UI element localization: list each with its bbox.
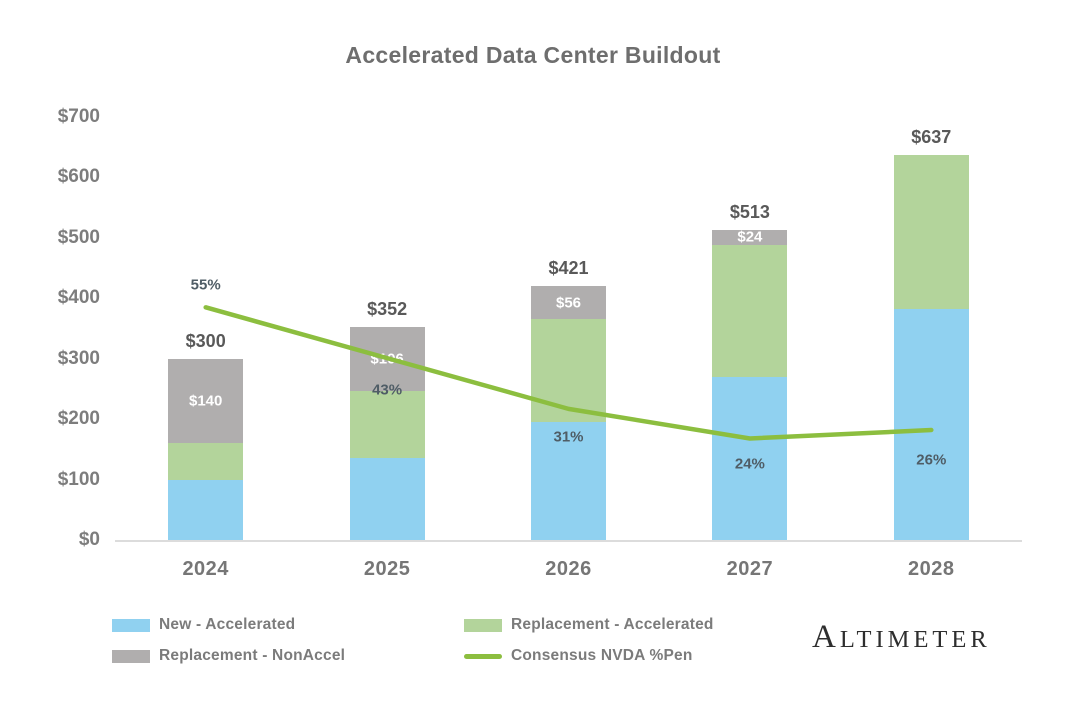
y-tick-label: $600 xyxy=(57,166,100,188)
bar-segment xyxy=(893,308,969,540)
x-axis-label: 2026 xyxy=(545,558,592,580)
legend-item-new-accelerated: New - Accelerated xyxy=(112,616,464,634)
bar-segment xyxy=(531,319,606,423)
bar-segment xyxy=(168,479,244,540)
x-axis-label: 2028 xyxy=(908,558,955,580)
y-tick-label: $100 xyxy=(57,468,100,490)
legend-item-replacement-nonaccel: Replacement - NonAccel xyxy=(112,647,464,665)
bar-segment xyxy=(893,155,969,309)
bar-segment xyxy=(349,391,425,458)
bar-total-label: $421 xyxy=(548,257,589,278)
percent-label: 55% xyxy=(190,276,221,294)
legend-swatch-replacement-nonaccel-icon xyxy=(112,649,150,663)
segment-value-label: $24 xyxy=(737,228,763,246)
legend-label: Replacement - Accelerated xyxy=(511,616,714,633)
x-axis-line xyxy=(115,540,1022,542)
legend-label: Replacement - NonAccel xyxy=(159,647,346,664)
legend-swatch-replacement-accelerated-icon xyxy=(464,618,502,632)
bar-total-label: $637 xyxy=(911,127,952,148)
bar-total-label: $352 xyxy=(367,299,408,320)
legend-line-swatch-icon xyxy=(464,653,502,659)
y-tick-label: $200 xyxy=(57,408,100,430)
legend-label: Consensus NVDA %Pen xyxy=(511,647,693,664)
bar-segment xyxy=(349,457,425,540)
percent-label: 24% xyxy=(734,455,765,473)
legend-item-consensus-nvda-pen: Consensus NVDA %Pen xyxy=(464,647,714,665)
percent-label: 31% xyxy=(553,428,584,446)
x-axis-label: 2024 xyxy=(182,558,229,580)
bar-segment xyxy=(531,422,606,540)
bar-segment xyxy=(712,244,788,377)
legend: New - Accelerated Replacement - Accelera… xyxy=(112,616,714,665)
legend-swatch-new-accelerated-icon xyxy=(112,618,150,632)
bar-segment xyxy=(712,230,788,245)
x-axis-label: 2027 xyxy=(726,558,774,580)
legend-label: New - Accelerated xyxy=(159,616,296,633)
x-axis-label: 2025 xyxy=(363,558,411,580)
segment-value-label: $56 xyxy=(555,294,582,312)
percent-label: 43% xyxy=(372,381,403,399)
chart-title: Accelerated Data Center Buildout xyxy=(345,42,721,68)
bar-segment xyxy=(168,443,244,480)
bar-total-label: $513 xyxy=(729,202,770,222)
altimeter-logo: ALTIMETER xyxy=(812,619,991,655)
segment-value-label: $140 xyxy=(189,392,223,410)
y-tick-label: $0 xyxy=(78,529,100,550)
legend-item-replacement-accelerated: Replacement - Accelerated xyxy=(464,616,714,634)
y-tick-label: $400 xyxy=(57,287,100,309)
y-tick-label: $700 xyxy=(57,106,100,127)
y-tick-label: $300 xyxy=(57,347,100,369)
y-tick-label: $500 xyxy=(57,226,100,248)
bar-total-label: $300 xyxy=(185,330,226,351)
percent-label: 26% xyxy=(916,451,947,469)
segment-value-label: $106 xyxy=(370,350,404,368)
